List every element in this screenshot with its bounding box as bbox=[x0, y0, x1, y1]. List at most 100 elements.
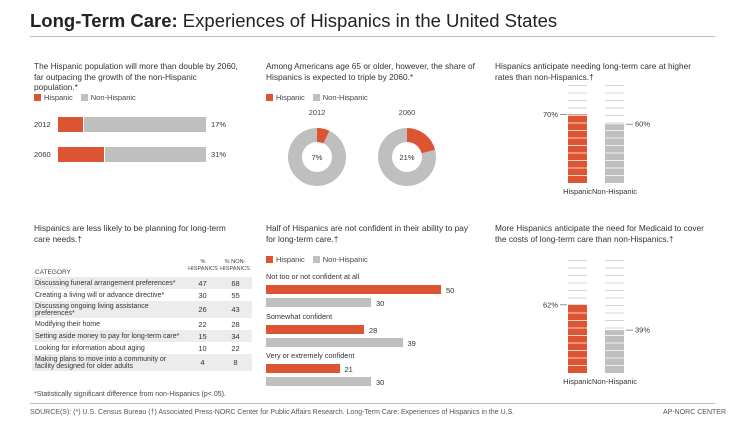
table-cell-category: Discussing funeral arrangement preferenc… bbox=[32, 277, 186, 289]
donut-non-hispanic-2060 bbox=[378, 128, 436, 186]
footnote: *Statistically significant difference fr… bbox=[34, 391, 226, 398]
hispanic-bar bbox=[266, 325, 364, 334]
non-hispanic-bar-2060 bbox=[104, 147, 206, 162]
table-cell-category: Creating a living will or advance direct… bbox=[35, 291, 165, 299]
non-hispanic-bar bbox=[266, 298, 371, 307]
bar-hispanic bbox=[568, 114, 587, 183]
hispanic-swatch bbox=[266, 256, 273, 263]
table-cell-category: Modifying their home bbox=[35, 320, 100, 328]
year-label-2060: 2060 bbox=[34, 150, 51, 159]
table-cell-hispanic: 30 bbox=[198, 290, 207, 300]
credit: AP-NORC CENTER bbox=[663, 409, 727, 416]
panel2-caption: Among Americans age 65 or older, however… bbox=[266, 61, 475, 82]
table-cell-hispanic: 10 bbox=[198, 343, 207, 353]
medicaid-need-chart: 62% Hispanic 39% Non-Hispanic bbox=[543, 260, 650, 386]
table-row: Looking for information about aging 10 22 bbox=[32, 342, 252, 354]
bottom-divider bbox=[30, 403, 715, 404]
value-label: 21 bbox=[344, 365, 353, 374]
top-divider bbox=[30, 36, 715, 37]
hispanic-swatch bbox=[34, 94, 41, 101]
table-cell-hispanic: 22 bbox=[198, 319, 207, 329]
donut-hispanic-2012 bbox=[317, 128, 330, 144]
planning-table: Discussing funeral arrangement preferenc… bbox=[32, 277, 252, 371]
hispanic-bar bbox=[266, 285, 441, 294]
table-cell-non-hispanic: 68 bbox=[219, 277, 252, 289]
long-term-care-need-chart: 70% Hispanic 60% Non-Hispanic bbox=[543, 85, 650, 196]
legend-non-hispanic: Non-Hispanic bbox=[90, 93, 136, 102]
panel5-caption: Half of Hispanics are not confident in t… bbox=[266, 223, 468, 244]
table-cell-category: Making plans to move into a community or… bbox=[32, 354, 186, 371]
table-cell-non-hispanic: 28 bbox=[231, 319, 240, 329]
value-label-non-hispanic: 39% bbox=[635, 326, 650, 335]
value-label-hispanic: 70% bbox=[543, 110, 558, 119]
bar-non-hispanic bbox=[605, 330, 624, 373]
value-label: 50 bbox=[446, 286, 455, 295]
value-label-hispanic: 62% bbox=[543, 300, 558, 309]
table-cell-hispanic: 26 bbox=[186, 301, 219, 318]
table-cell-hispanic: 15 bbox=[186, 330, 219, 342]
legend-hispanic: Hispanic bbox=[44, 93, 73, 102]
table-header-non-hispanic: % NON-HISPANICS bbox=[220, 259, 250, 272]
share-label-2012: 17% bbox=[211, 120, 227, 129]
year-label-2012: 2012 bbox=[34, 120, 51, 129]
donut-year-2060: 2060 bbox=[399, 108, 416, 117]
table-cell-non-hispanic: 34 bbox=[219, 330, 252, 342]
value-label: 30 bbox=[376, 299, 385, 308]
donut-hispanic-2060 bbox=[407, 128, 436, 154]
share-donut-charts: 2012 7% 2060 21% bbox=[288, 108, 436, 186]
table-cell-non-hispanic: 55 bbox=[231, 290, 240, 300]
table-cell-hispanic: 47 bbox=[186, 277, 219, 289]
share-label-2060: 31% bbox=[211, 150, 227, 159]
hispanic-bar-2060 bbox=[58, 147, 104, 162]
non-hispanic-bar-2012 bbox=[84, 117, 206, 132]
table-header-hispanic: % HISPANICS bbox=[188, 259, 218, 272]
non-hispanic-bar bbox=[266, 377, 371, 386]
legend-hispanic: Hispanic bbox=[276, 255, 305, 264]
category-label-hispanic: Hispanic bbox=[563, 377, 592, 386]
hispanic-bar bbox=[266, 364, 340, 373]
non-hispanic-swatch bbox=[80, 94, 88, 101]
category-label-non-hispanic: Non-Hispanic bbox=[592, 377, 637, 386]
value-label: 30 bbox=[376, 378, 385, 387]
legend-non-hispanic: Non-Hispanic bbox=[322, 93, 368, 102]
page-title: Long-Term Care: Experiences of Hispanics… bbox=[30, 10, 558, 31]
value-label-non-hispanic: 60% bbox=[635, 120, 650, 129]
category-label-hispanic: Hispanic bbox=[563, 187, 592, 196]
donut-year-2012: 2012 bbox=[309, 108, 326, 117]
panel1-caption: The Hispanic population will more than d… bbox=[34, 61, 238, 92]
value-label: 39 bbox=[407, 339, 416, 348]
legend-hispanic: Hispanic bbox=[276, 93, 305, 102]
sources: SOURCE(S): (*) U.S. Census Bureau (†) As… bbox=[30, 409, 515, 416]
table-row: Making plans to move into a community or… bbox=[32, 354, 252, 371]
hispanic-swatch bbox=[266, 94, 273, 101]
table-cell-category: Discussing ongoing living assistance pre… bbox=[32, 301, 186, 318]
non-hispanic-bar bbox=[266, 338, 403, 347]
panel4-caption: Hispanics are less likely to be planning… bbox=[34, 223, 226, 244]
donut-center-label-2060: 21% bbox=[399, 153, 414, 162]
hispanic-bar-2012 bbox=[58, 117, 84, 132]
table-cell-hispanic: 4 bbox=[186, 354, 219, 371]
table-row: Setting aside money to pay for long-term… bbox=[32, 330, 252, 342]
panel1-legend: Hispanic Non-Hispanic bbox=[34, 93, 136, 102]
bar-hispanic bbox=[568, 304, 587, 373]
table-row: Discussing ongoing living assistance pre… bbox=[32, 301, 252, 318]
panel6-caption: More Hispanics anticipate the need for M… bbox=[495, 223, 704, 244]
value-label: 28 bbox=[369, 326, 378, 335]
panel2-legend: Hispanic Non-Hispanic bbox=[266, 93, 368, 102]
table-cell-non-hispanic: 22 bbox=[231, 343, 240, 353]
non-hispanic-swatch bbox=[312, 256, 320, 263]
panel5-legend: Hispanic Non-Hispanic bbox=[266, 255, 368, 264]
table-cell-non-hispanic: 43 bbox=[219, 301, 252, 318]
category-label: Somewhat confident bbox=[266, 312, 333, 321]
donut-center-label-2012: 7% bbox=[312, 153, 323, 162]
legend-non-hispanic: Non-Hispanic bbox=[322, 255, 368, 264]
non-hispanic-swatch bbox=[312, 94, 320, 101]
table-row: Modifying their home 22 28 bbox=[32, 318, 252, 330]
donut-non-hispanic-2012 bbox=[288, 128, 346, 186]
table-row: Creating a living will or advance direct… bbox=[32, 289, 252, 301]
panel3-caption: Hispanics anticipate needing long-term c… bbox=[495, 61, 692, 82]
category-label: Not too or not confident at all bbox=[266, 272, 360, 281]
table-cell-category: Looking for information about aging bbox=[35, 344, 145, 352]
table-header-category: CATEGORY bbox=[35, 269, 71, 276]
bar-non-hispanic bbox=[605, 124, 624, 183]
